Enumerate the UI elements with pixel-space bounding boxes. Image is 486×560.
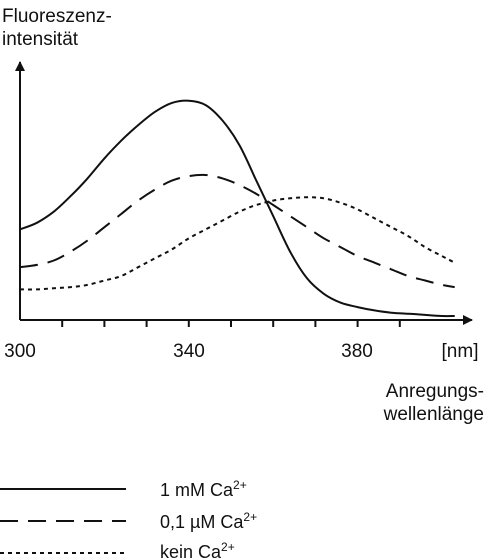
legend-label-kein: kein Ca2+	[160, 540, 235, 560]
x-axis-ticks	[61, 320, 401, 327]
legend: 1 mM Ca2+ 0,1 µM Ca2+ kein Ca2+	[0, 478, 257, 560]
x-tick-label-300: 300	[4, 341, 36, 362]
x-tick-label-380: 380	[341, 341, 373, 362]
y-axis-label-line-1: Fluoreszenz-	[2, 6, 112, 27]
legend-label-0-1um: 0,1 µM Ca2+	[160, 510, 257, 532]
x-tick-label-340: 340	[173, 341, 205, 362]
x-axis-label-line-1: Anregungs-	[386, 381, 484, 402]
series-line-kein	[19, 196, 456, 291]
y-axis-label-line-2: intensität	[2, 29, 79, 50]
legend-label-1mm: 1 mM Ca2+	[160, 478, 247, 500]
series-line-1mm	[19, 99, 455, 318]
series-line-0-1um	[19, 173, 455, 289]
x-axis-label-line-2: wellenlänge	[383, 404, 484, 425]
series-lines	[19, 99, 456, 318]
x-unit-label: [nm]	[442, 341, 479, 362]
